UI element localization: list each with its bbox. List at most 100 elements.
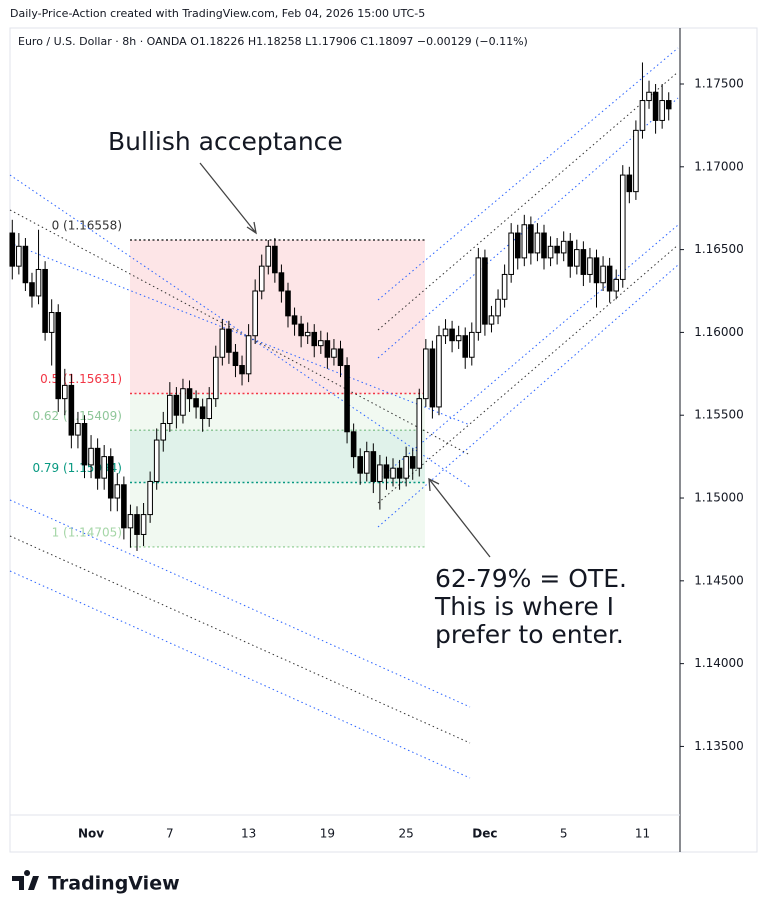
annotation: 62-79% = OTE. (435, 564, 627, 593)
candle-body (606, 265, 613, 292)
candle-body (541, 232, 547, 259)
candle-body (547, 245, 554, 259)
fib-label: 0.5 (1.15631) (40, 372, 122, 386)
candle-body (140, 514, 147, 535)
legend-text: Euro / U.S. Dollar · 8h · OANDA O1.18226… (18, 35, 528, 48)
y-tick-label: 1.15500 (694, 408, 744, 422)
candle-body (167, 394, 173, 424)
candle-body (114, 484, 121, 499)
candle-body (403, 456, 409, 479)
candle-body (29, 282, 35, 297)
candle-body (350, 431, 357, 458)
candle-body (127, 514, 134, 529)
candle-body (35, 268, 42, 297)
candle-body (101, 456, 107, 479)
candle-body (199, 406, 206, 420)
candle-body (252, 290, 258, 337)
candle-body (646, 91, 652, 102)
candle-body (396, 467, 403, 479)
channel-line (9, 209, 471, 456)
candle-body (153, 439, 160, 482)
candle-body (206, 398, 213, 420)
candle-body (331, 348, 337, 358)
y-tick-label: 1.17000 (694, 159, 744, 173)
candle-body (528, 224, 534, 254)
candle-body (423, 348, 429, 400)
arrows (199, 162, 491, 558)
channel-line (377, 97, 679, 359)
candle-body (291, 315, 298, 325)
y-tick-label: 1.15000 (694, 491, 744, 505)
candle-body (81, 422, 88, 466)
fib-zones: 0 (1.16558)0.5 (1.15631)0.62 (1.15409)0.… (32, 218, 425, 548)
annotation: Bullish acceptance (108, 127, 343, 156)
candle-body (278, 272, 285, 292)
candle-body (383, 464, 390, 479)
candle-body (639, 100, 646, 131)
channel-line (377, 71, 679, 331)
candle-body (619, 174, 626, 280)
y-tick-label: 1.14500 (694, 573, 744, 587)
y-tick-label: 1.14000 (694, 656, 744, 670)
candle-body (68, 384, 75, 436)
x-tick-label: 19 (320, 827, 335, 841)
candle-body (121, 484, 127, 529)
candle-body (9, 232, 16, 267)
candle-body (468, 331, 475, 358)
candle-body (514, 232, 521, 259)
candle-body (173, 394, 180, 416)
candle-body (226, 328, 232, 353)
candle-body (16, 245, 22, 267)
candle-body (377, 464, 383, 482)
candle-body (442, 328, 449, 337)
candle-body (593, 257, 600, 284)
candle-body (88, 447, 94, 466)
candle-body (344, 365, 350, 433)
y-tick-label: 1.13500 (694, 739, 744, 753)
candle-body (232, 351, 239, 367)
candle-body (245, 335, 252, 375)
candle-body (311, 331, 318, 347)
logo-text: TradingView (48, 873, 180, 895)
candle-body (633, 129, 639, 193)
candle-body (193, 398, 199, 408)
candle-body (390, 467, 396, 479)
candle-body (560, 240, 567, 254)
y-tick-label: 1.16500 (694, 242, 744, 256)
candle-body (534, 232, 541, 254)
candle-body (652, 91, 659, 121)
y-tick-label: 1.16000 (694, 325, 744, 339)
channel-line (9, 242, 471, 426)
fib-label: 1 (1.14705) (52, 525, 122, 539)
candle-body (482, 257, 488, 325)
candle-body (521, 224, 528, 259)
candle-body (495, 298, 501, 317)
candle-body (580, 249, 587, 275)
channel-line (377, 47, 679, 301)
candle-body (554, 245, 560, 254)
candle-body (429, 348, 436, 408)
x-tick-label: Dec (472, 827, 497, 841)
candle-body (363, 451, 370, 474)
candle-body (272, 245, 278, 274)
candle-body (212, 356, 219, 400)
candle-body (258, 265, 265, 292)
y-tick-label: 1.17500 (694, 76, 744, 90)
logo: TradingView (12, 870, 180, 895)
candle-body (665, 100, 672, 110)
candle-body (22, 245, 29, 284)
candle-body (337, 348, 344, 367)
annotation: prefer to enter. (435, 620, 624, 649)
candle-body (436, 335, 442, 408)
candle-body (324, 340, 331, 358)
candle-body (501, 273, 508, 300)
x-tick-label: 7 (166, 827, 174, 841)
candle-body (160, 422, 167, 441)
channel-line (377, 244, 679, 504)
candle-body (219, 328, 226, 358)
logo-mark (12, 870, 39, 890)
x-tick-label: 11 (635, 827, 650, 841)
header: Daily-Price-Action created with TradingV… (10, 7, 425, 20)
